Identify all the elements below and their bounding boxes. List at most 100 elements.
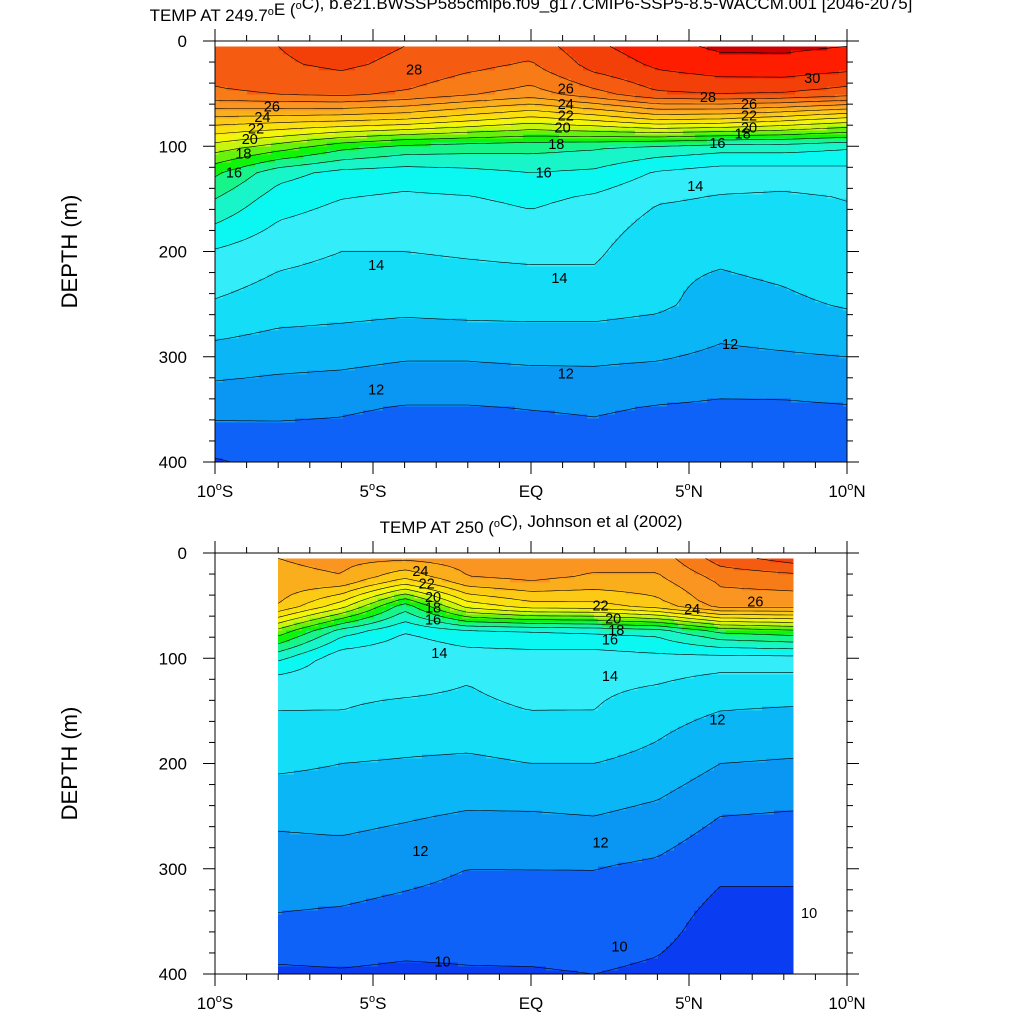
x-tick-label: EQ xyxy=(519,482,544,501)
contour-line-22 xyxy=(278,583,794,620)
contour-lines xyxy=(214,46,848,463)
contour-label: 16 xyxy=(709,136,725,152)
contour-label: 20 xyxy=(242,132,258,148)
contour-label: 12 xyxy=(558,367,574,383)
contour-line-21 xyxy=(278,588,794,624)
x-tick-label: EQ xyxy=(519,994,544,1013)
contour-line-19 xyxy=(278,598,794,637)
contour-label: 24 xyxy=(558,97,574,113)
contour-line-13 xyxy=(214,268,848,341)
contour-line-28 xyxy=(278,46,848,94)
contour-line-25 xyxy=(278,558,794,608)
contour-label: 26 xyxy=(747,594,763,610)
contour-lines xyxy=(278,558,794,975)
x-tick-label: 10oN xyxy=(828,993,865,1013)
contour-line-16 xyxy=(278,621,794,662)
contour-line-24 xyxy=(278,569,794,612)
contour-label: 20 xyxy=(605,611,621,627)
contour-label: 28 xyxy=(406,62,422,78)
contour-line-11 xyxy=(215,398,848,422)
contour-label: 22 xyxy=(558,109,574,125)
chart-title: TEMP AT 249.7oE (oC), b.e21.BWSSP585cmip… xyxy=(150,0,913,25)
contour-label: 30 xyxy=(804,71,820,87)
contour-label: 24 xyxy=(254,110,270,126)
contour-line-17 xyxy=(278,611,794,653)
contour-label: 14 xyxy=(602,669,618,685)
contour-line-18 xyxy=(214,137,848,178)
contour-line-23 xyxy=(278,578,794,616)
contour-label: 10 xyxy=(801,906,817,922)
y-tick-label: 400 xyxy=(159,453,187,472)
temperature-field xyxy=(278,558,794,974)
contour-label: 16 xyxy=(425,612,441,628)
contour-line-27 xyxy=(705,558,794,574)
contour-label: 10 xyxy=(611,940,627,956)
y-axis-label: DEPTH (m) xyxy=(57,195,82,309)
contour-label: 20 xyxy=(425,590,441,606)
contour-panel-1: TEMP AT 249.7oE (oC), b.e21.BWSSP585cmip… xyxy=(57,0,912,501)
contour-line-20 xyxy=(214,127,848,154)
contour-label: 18 xyxy=(425,601,441,617)
contour-label: 14 xyxy=(551,271,567,287)
contour-label: 26 xyxy=(264,99,280,115)
contour-line-13 xyxy=(278,706,794,775)
contour-line-20 xyxy=(278,593,794,630)
x-tick-label: 10oS xyxy=(197,993,233,1013)
contour-label: 18 xyxy=(735,127,751,143)
contour-line-26 xyxy=(214,85,848,105)
x-tick-label: 5oN xyxy=(675,481,703,501)
x-tick-label: 5oS xyxy=(360,993,387,1013)
contour-label: 12 xyxy=(592,835,608,851)
contour-label: 20 xyxy=(741,120,757,136)
x-tick-label: 10oS xyxy=(197,481,233,501)
contour-line-28 xyxy=(756,558,794,564)
contour-line-29 xyxy=(609,46,848,78)
x-tick-label: 5oS xyxy=(360,481,387,501)
x-tick-label: 5oN xyxy=(675,993,703,1013)
contour-line-14 xyxy=(278,672,794,711)
contour-label: 14 xyxy=(687,179,703,195)
contour-line-15 xyxy=(214,165,847,250)
y-tick-label: 400 xyxy=(159,965,187,984)
contour-label: 22 xyxy=(248,121,264,137)
contour-label: 18 xyxy=(235,147,251,163)
contour-label: 16 xyxy=(602,632,618,648)
axis-ticks xyxy=(203,541,859,986)
contour-label: 14 xyxy=(431,646,447,662)
contour-line-25 xyxy=(215,97,848,110)
contour-line-15 xyxy=(278,633,794,676)
y-tick-label: 100 xyxy=(159,649,187,668)
y-tick-label: 0 xyxy=(178,544,187,563)
contour-label: 14 xyxy=(368,258,384,274)
contour-label: 22 xyxy=(741,109,757,125)
contour-line-23 xyxy=(214,110,848,126)
contour-line-14 xyxy=(214,191,848,300)
contour-line-12 xyxy=(278,757,794,836)
contour-label: 22 xyxy=(419,577,435,593)
contour-label: 12 xyxy=(709,712,725,728)
temperature-field xyxy=(215,46,847,462)
y-tick-label: 200 xyxy=(159,755,187,774)
y-tick-label: 0 xyxy=(178,32,187,51)
contour-label: 22 xyxy=(592,599,608,615)
contour-line-18 xyxy=(278,603,794,645)
y-tick-label: 300 xyxy=(159,860,187,879)
contour-line-22 xyxy=(214,116,848,135)
contour-line-30 xyxy=(699,46,848,54)
contour-label: 18 xyxy=(608,623,624,639)
x-tick-label: 10oN xyxy=(828,481,865,501)
contour-label: 24 xyxy=(684,602,700,618)
y-axis-label: DEPTH (m) xyxy=(57,707,82,821)
contour-line-12 xyxy=(214,343,848,382)
contour-label: 20 xyxy=(555,120,571,136)
contour-label: 28 xyxy=(700,90,716,106)
y-tick-label: 200 xyxy=(159,243,187,262)
axis-ticks xyxy=(203,29,859,474)
contour-label: 18 xyxy=(548,137,564,153)
chart-title: TEMP AT 250 (oC), Johnson et al (2002) xyxy=(380,512,683,537)
contour-line-16 xyxy=(214,149,848,225)
contour-label: 12 xyxy=(722,337,738,353)
contour-line-26 xyxy=(675,558,794,592)
contour-line-17 xyxy=(214,142,848,200)
